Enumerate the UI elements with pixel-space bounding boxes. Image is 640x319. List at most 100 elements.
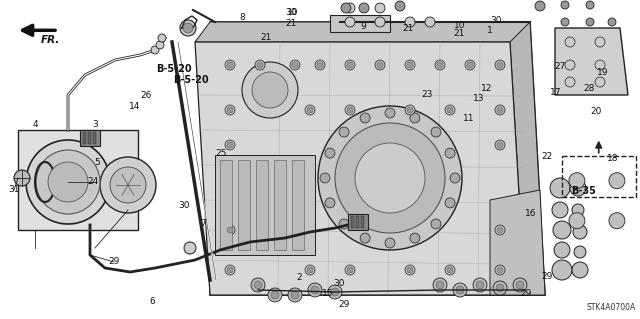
Text: 3: 3 [92, 120, 97, 129]
Circle shape [407, 62, 413, 68]
Circle shape [345, 3, 355, 13]
Circle shape [436, 281, 444, 289]
Text: 1: 1 [487, 26, 492, 35]
Circle shape [609, 173, 625, 189]
Circle shape [375, 3, 385, 13]
Circle shape [561, 1, 569, 9]
Text: 24: 24 [87, 177, 99, 186]
Circle shape [180, 20, 196, 36]
Circle shape [447, 267, 453, 273]
Text: 9: 9 [360, 22, 365, 31]
Circle shape [437, 62, 443, 68]
Circle shape [450, 173, 460, 183]
Circle shape [311, 286, 319, 294]
Circle shape [431, 219, 441, 229]
Circle shape [445, 198, 455, 208]
Bar [238, 160, 250, 250]
Polygon shape [555, 28, 628, 95]
Circle shape [431, 127, 441, 137]
Circle shape [290, 60, 300, 70]
Text: 28: 28 [583, 84, 595, 93]
Text: 16: 16 [525, 209, 537, 218]
Circle shape [572, 204, 584, 216]
Circle shape [345, 265, 355, 275]
Text: 22: 22 [541, 152, 553, 161]
Text: 7: 7 [201, 219, 206, 228]
Text: 8: 8 [239, 13, 244, 22]
Text: 21: 21 [454, 29, 465, 38]
Circle shape [433, 278, 447, 292]
Bar [83, 132, 86, 144]
Circle shape [345, 17, 355, 27]
Circle shape [445, 265, 455, 275]
Text: 26: 26 [140, 91, 152, 100]
Circle shape [586, 1, 594, 9]
Circle shape [360, 233, 370, 243]
Circle shape [595, 37, 605, 47]
Circle shape [317, 62, 323, 68]
Circle shape [574, 246, 586, 258]
Text: 29: 29 [520, 289, 532, 298]
Bar [220, 160, 232, 250]
Circle shape [345, 105, 355, 115]
Text: 30: 30 [490, 16, 502, 25]
Circle shape [565, 37, 575, 47]
Polygon shape [195, 42, 525, 295]
Bar [351, 216, 354, 228]
Circle shape [407, 107, 413, 113]
Circle shape [553, 221, 571, 239]
Circle shape [497, 267, 503, 273]
Circle shape [335, 123, 445, 233]
Circle shape [225, 225, 235, 235]
Circle shape [307, 267, 313, 273]
Circle shape [347, 107, 353, 113]
Circle shape [573, 225, 587, 239]
Circle shape [516, 281, 524, 289]
Circle shape [320, 173, 330, 183]
Circle shape [405, 60, 415, 70]
Text: 21: 21 [260, 33, 271, 42]
Circle shape [227, 142, 233, 148]
Bar [215, 155, 315, 255]
Bar [274, 160, 286, 250]
Circle shape [497, 107, 503, 113]
Circle shape [495, 225, 505, 235]
Circle shape [554, 242, 570, 258]
Text: B-5-20: B-5-20 [173, 75, 209, 85]
Circle shape [405, 105, 415, 115]
Circle shape [497, 142, 503, 148]
Circle shape [497, 227, 503, 233]
Circle shape [307, 107, 313, 113]
Circle shape [341, 3, 351, 13]
Circle shape [595, 77, 605, 87]
Circle shape [497, 62, 503, 68]
Circle shape [251, 278, 265, 292]
Circle shape [360, 113, 370, 123]
Circle shape [325, 198, 335, 208]
Circle shape [252, 72, 288, 108]
Circle shape [227, 107, 233, 113]
Circle shape [328, 285, 342, 299]
Bar [356, 216, 359, 228]
Bar [361, 216, 364, 228]
Circle shape [405, 265, 415, 275]
Circle shape [288, 288, 302, 302]
Circle shape [255, 60, 265, 70]
Text: 21: 21 [403, 24, 414, 33]
Circle shape [385, 108, 395, 118]
Circle shape [425, 17, 435, 27]
Bar [80, 130, 100, 146]
Circle shape [385, 238, 395, 248]
Circle shape [569, 173, 585, 189]
Circle shape [225, 140, 235, 150]
Circle shape [586, 18, 594, 26]
Text: 30: 30 [333, 279, 345, 288]
Circle shape [291, 291, 299, 299]
Circle shape [467, 62, 473, 68]
Circle shape [410, 233, 420, 243]
Circle shape [407, 267, 413, 273]
Text: FR.: FR. [40, 35, 60, 45]
Circle shape [110, 167, 146, 203]
Circle shape [339, 127, 349, 137]
Circle shape [225, 60, 235, 70]
